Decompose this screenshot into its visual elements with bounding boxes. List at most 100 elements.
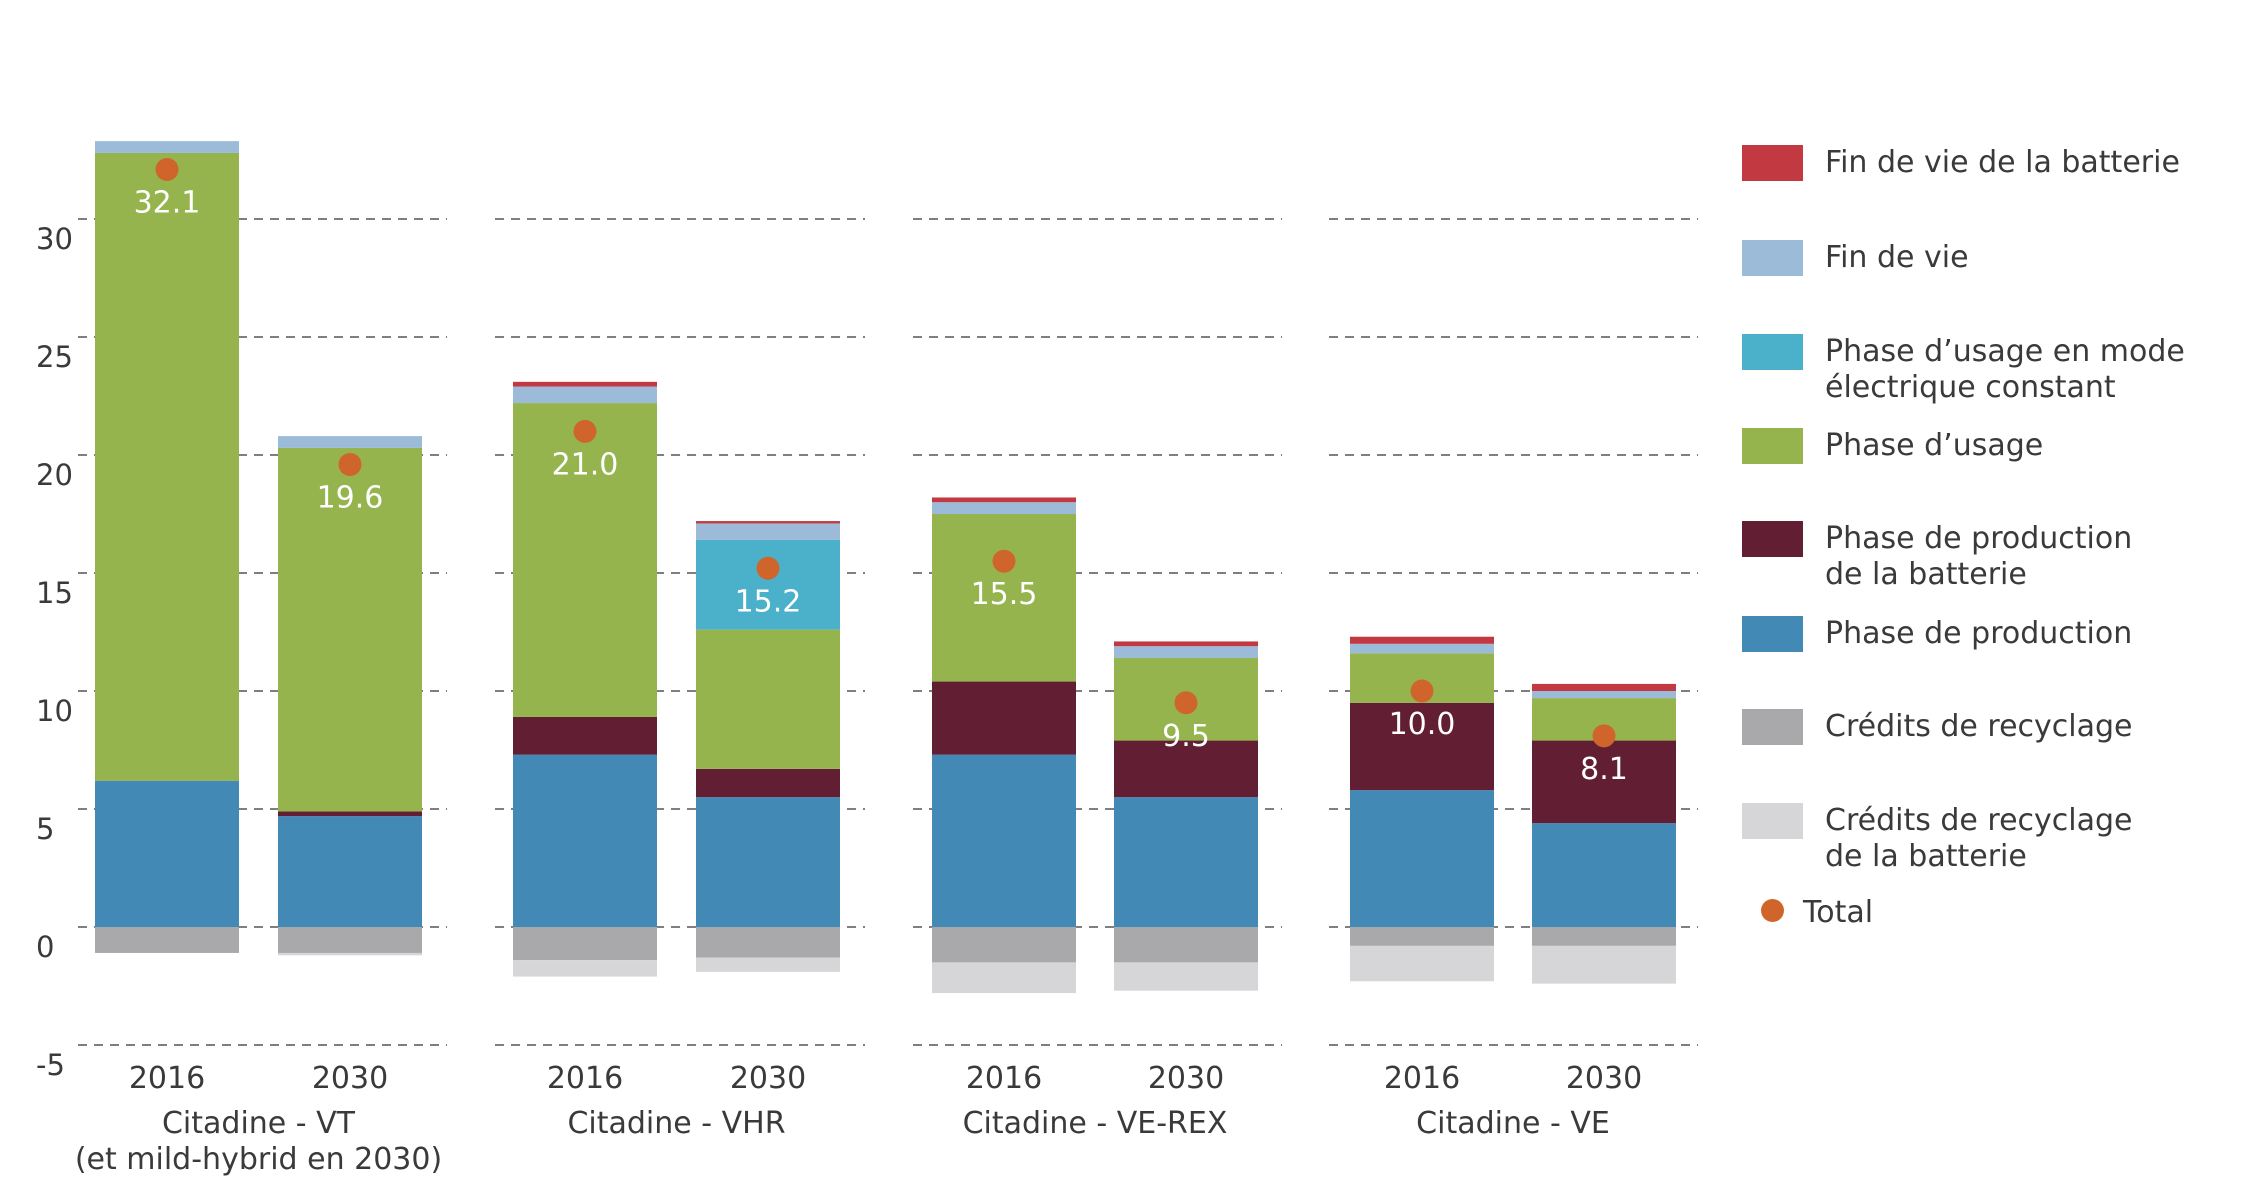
bar-segment [696,539,840,630]
bar-segment [932,754,1076,927]
group-label-line: Citadine - VT [162,1106,356,1141]
bar-segment [932,681,1076,755]
total-value-label: 21.0 [552,447,619,482]
bar-segment [95,152,239,781]
bar-segment [1532,945,1676,984]
x-tick-label: 2030 [1566,1061,1642,1096]
bar-segment [1350,790,1494,927]
bar-segment [1350,636,1494,644]
legend-swatch [1742,709,1803,745]
bar-segment [696,523,840,540]
y-tick-label: 0 [36,930,54,964]
bar-segment [932,497,1076,503]
legend-label: Phase d’usage [1825,428,2044,463]
legend-swatch [1742,145,1803,181]
bar-segment [1532,927,1676,946]
bar-segment [1350,643,1494,654]
legend-item: Crédits de recyclage [1742,709,2133,745]
legend-item: Phase de production de la batterie [1742,521,2132,593]
legend-label: Crédits de recyclage de la batterie [1825,803,2133,874]
y-tick-label: 20 [36,458,73,492]
legend-item: Fin de vie de la batterie [1742,145,2180,181]
total-marker [338,452,362,476]
bar-segment [1532,740,1676,824]
bar-segment [696,957,840,972]
y-tick-label: -5 [36,1048,65,1082]
bar-segment [1114,646,1258,658]
legend-swatch [1742,240,1803,276]
bar-segment [513,960,657,977]
legend-item: Phase de production [1742,616,2132,652]
bar-segment [513,754,657,927]
legend-swatch [1742,521,1803,557]
y-tick-label: 15 [36,576,73,610]
bar-segment [95,141,239,153]
bar-segment [1114,797,1258,927]
chart-legend: Fin de vie de la batterie Fin de vie Phase… [1742,0,2242,1000]
legend-label: Crédits de recyclage [1825,709,2133,744]
legend-label: Fin de vie de la batterie [1825,145,2180,180]
legend-item: Fin de vie [1742,240,1969,276]
bar-segment [1350,702,1494,791]
x-tick-label: 2016 [129,1061,205,1096]
bar-segment [696,521,840,524]
bar-segment [278,811,422,817]
legend-label: Fin de vie [1825,240,1969,275]
bar-segment [932,502,1076,514]
bar-segment [1532,823,1676,927]
bar-segment [278,447,422,812]
total-marker [1592,724,1616,748]
group-label: Citadine - VE-REX [963,1106,1228,1141]
legend-item: Crédits de recyclage de la batterie [1742,803,2133,875]
total-value-label: 8.1 [1580,752,1628,787]
bar-segment [1114,641,1258,647]
total-value-label: 19.6 [317,480,384,515]
x-tick-label: 2030 [1148,1061,1224,1096]
legend-item: Phase d’usage [1742,428,2043,464]
group-label: Citadine - VHR [567,1106,785,1141]
legend-marker [1761,899,1784,922]
bar-segment [1532,683,1676,691]
total-marker [756,556,780,580]
total-marker [155,157,179,181]
bar-segment [513,381,657,387]
bar-segment [513,716,657,755]
stacked-bar-chart: -5 0 5 10 15 20 25 30 2016 2030 2016 2030 2016 2030 20… [36,141,1698,1177]
bar-segment [932,962,1076,994]
bar-segment [513,927,657,961]
x-tick-label: 2016 [966,1061,1042,1096]
total-marker [1174,691,1198,715]
total-value-label: 15.5 [971,577,1038,612]
bar-segment [932,927,1076,963]
legend-label: Phase de production de la batterie [1825,521,2133,592]
group-label-line: Citadine - VHR [567,1106,785,1141]
bar-segment [1350,927,1494,946]
legend-label: Phase d’usage en mode électrique constan… [1825,334,2185,405]
bar-segment [278,816,422,927]
x-tick-label: 2030 [312,1061,388,1096]
x-tick-label: 2016 [547,1061,623,1096]
bar-segment [278,927,422,953]
x-tick-label: 2030 [730,1061,806,1096]
bar-segment [95,780,239,927]
bar-segment [1532,691,1676,699]
legend-item: Phase d’usage en mode électrique constan… [1742,334,2185,406]
bar-segment [278,952,422,956]
bar-segment [696,768,840,798]
bar-segment [1114,962,1258,991]
y-tick-label: 5 [36,812,54,846]
legend-label: Phase de production [1825,616,2133,651]
bar-segment [513,403,657,717]
group-label-line: Citadine - VE [1416,1106,1610,1141]
bar-segment [513,386,657,404]
bar-segment [1350,945,1494,982]
total-value-label: 10.0 [1389,707,1456,742]
legend-swatch [1742,428,1803,464]
bar-segment [696,629,840,769]
x-tick-label: 2016 [1384,1061,1460,1096]
y-tick-label: 10 [36,694,73,728]
total-marker [992,549,1016,573]
y-tick-label: 30 [36,222,73,256]
group-label: Citadine - VE [1416,1106,1610,1141]
total-value-label: 9.5 [1162,719,1210,754]
